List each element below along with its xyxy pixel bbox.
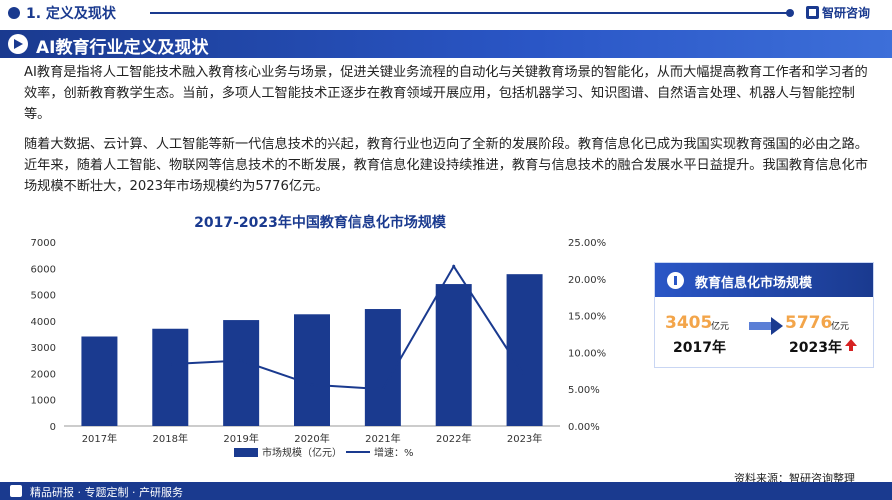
info-icon xyxy=(667,272,684,289)
source-note: 资料来源：智研咨询整理 xyxy=(734,472,855,485)
y-right-tick-label: 15.00% xyxy=(568,312,606,323)
y-right-tick-label: 20.00% xyxy=(568,275,606,286)
legend-swatch-bar xyxy=(234,448,258,457)
x-tick-label: 2017年 xyxy=(82,432,117,445)
x-tick-label: 2018年 xyxy=(153,432,188,445)
divider-line xyxy=(150,9,794,17)
growth-point xyxy=(239,358,243,362)
growth-line xyxy=(170,264,526,391)
brand-logo: 智研咨询 xyxy=(806,4,870,21)
up-arrow-icon xyxy=(845,339,857,351)
end-unit: 亿元 xyxy=(831,322,850,332)
y-left-tick-label: 5000 xyxy=(31,291,56,302)
y-left-tick-label: 3000 xyxy=(31,343,56,354)
growth-point xyxy=(168,362,172,366)
banner-title: AI教育行业定义及现状 xyxy=(36,38,209,58)
start-year: 2017年 xyxy=(673,340,726,356)
footer-logo-icon xyxy=(10,485,22,497)
summary-card: 教育信息化市场规模 3405 亿元 5776 亿元 2017年 2023年 xyxy=(654,262,874,368)
brand-icon xyxy=(806,6,819,19)
bar xyxy=(506,274,543,426)
bar xyxy=(435,284,472,426)
footer-text: 精品研报 · 专题定制 · 产研服务 xyxy=(30,486,183,499)
market-size-chart: 0 1000 2000 3000 4000 5000 6000 7000 0.00% 5.00% 1… xyxy=(31,238,607,459)
y-right-tick-label: 0.00% xyxy=(568,422,600,433)
x-tick-label: 2023年 xyxy=(507,432,542,445)
start-value: 3405 xyxy=(665,313,713,333)
legend-label-line: 增速：% xyxy=(374,446,414,459)
bar xyxy=(223,320,260,426)
bar xyxy=(294,314,330,426)
y-left-tick-label: 7000 xyxy=(31,238,56,249)
y-left-tick-label: 2000 xyxy=(31,369,56,380)
growth-point xyxy=(452,264,456,268)
y-right-tick-label: 25.00% xyxy=(568,238,606,249)
card-title: 教育信息化市场规模 xyxy=(695,276,813,291)
bar xyxy=(152,328,189,426)
right-arrow-icon xyxy=(749,317,783,335)
growth-point xyxy=(381,387,385,391)
end-value: 5776 xyxy=(785,313,833,333)
end-year: 2023年 xyxy=(789,340,842,356)
section-label: 1. 定义及现状 xyxy=(26,6,116,22)
growth-point xyxy=(523,374,527,378)
x-tick-label: 2021年 xyxy=(365,432,400,445)
y-left-tick-label: 6000 xyxy=(31,264,56,275)
section-banner: AI教育行业定义及现状 xyxy=(0,30,892,58)
x-tick-label: 2020年 xyxy=(294,432,329,445)
legend-label-bar: 市场规模（亿元） xyxy=(262,446,342,459)
x-tick-label: 2019年 xyxy=(223,432,258,445)
bar xyxy=(81,336,118,426)
top-bar: 1. 定义及现状 智研咨询 xyxy=(0,0,892,26)
y-right-tick-label: 5.00% xyxy=(568,385,600,396)
play-icon xyxy=(8,34,28,54)
paragraph-status: 随着大数据、云计算、人工智能等新一代信息技术的兴起，教育行业也迈向了全新的发展阶… xyxy=(24,137,868,194)
start-unit: 亿元 xyxy=(711,322,730,332)
footer-bar: 精品研报 · 专题定制 · 产研服务 xyxy=(0,482,892,500)
y-right-tick-label: 10.00% xyxy=(568,348,606,359)
y-left-tick-label: 1000 xyxy=(31,396,56,407)
card-header: 教育信息化市场规模 xyxy=(655,263,873,297)
chart-title: 2017-2023年中国教育信息化市场规模 xyxy=(194,215,446,231)
brand-name: 智研咨询 xyxy=(822,6,871,20)
x-tick-label: 2022年 xyxy=(436,432,471,445)
section-dot-icon xyxy=(8,7,20,19)
y-left-tick-label: 0 xyxy=(50,422,56,433)
paragraph-definition: AI教育是指将人工智能技术融入教育核心业务与场景，促进关键业务流程的自动化与关键… xyxy=(24,65,868,122)
y-left-tick-label: 4000 xyxy=(31,317,56,328)
growth-point xyxy=(310,383,314,387)
